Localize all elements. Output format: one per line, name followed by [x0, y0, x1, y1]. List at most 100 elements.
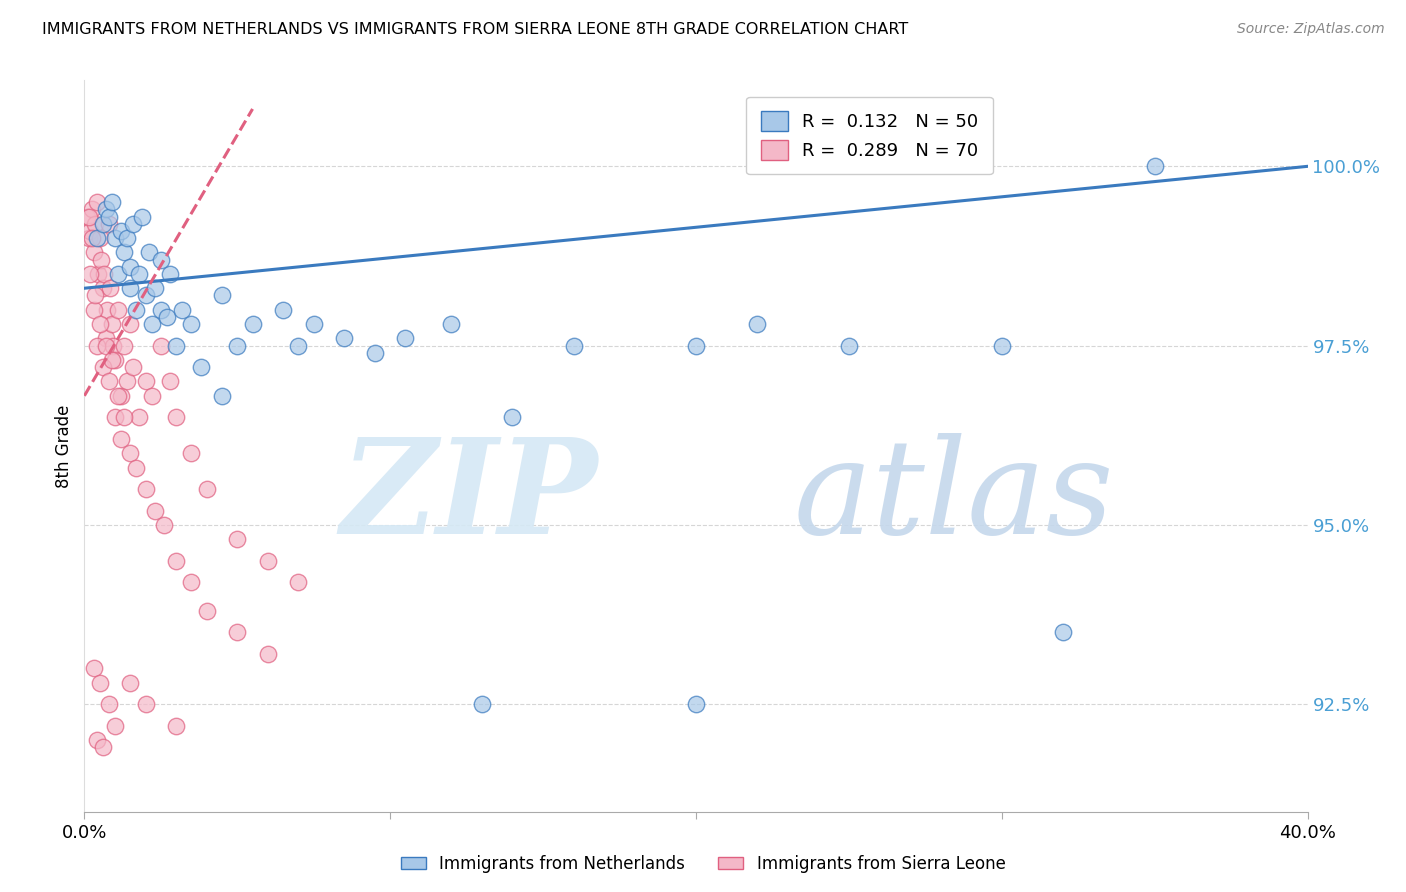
Point — [195, 482, 218, 496]
Point — [440, 317, 463, 331]
Point — [190, 360, 212, 375]
Point — [122, 360, 145, 375]
Point — [97, 697, 120, 711]
Point — [149, 338, 172, 352]
Point — [120, 317, 142, 331]
Point — [101, 317, 124, 331]
Point — [110, 224, 132, 238]
Point — [141, 389, 163, 403]
Point — [394, 331, 416, 345]
Point — [165, 719, 187, 733]
Point — [128, 410, 150, 425]
Point — [180, 317, 202, 331]
Point — [226, 338, 249, 352]
Point — [107, 302, 129, 317]
Point — [97, 210, 120, 224]
Point — [159, 375, 181, 389]
Point — [84, 217, 107, 231]
Point — [79, 267, 101, 281]
Point — [502, 410, 524, 425]
Point — [87, 267, 110, 281]
Point — [1143, 159, 1166, 173]
Point — [685, 697, 707, 711]
Point — [90, 252, 112, 267]
Point — [80, 202, 103, 217]
Point — [104, 410, 127, 425]
Point — [101, 353, 124, 368]
Point — [364, 345, 387, 359]
Point — [107, 389, 129, 403]
Point — [257, 554, 280, 568]
Point — [257, 647, 280, 661]
Point — [89, 231, 111, 245]
Point — [97, 375, 120, 389]
Point — [143, 503, 166, 517]
Point — [135, 288, 157, 302]
Point — [96, 302, 118, 317]
Point — [125, 460, 148, 475]
Point — [149, 302, 172, 317]
Point — [685, 338, 707, 352]
Text: IMMIGRANTS FROM NETHERLANDS VS IMMIGRANTS FROM SIERRA LEONE 8TH GRADE CORRELATIO: IMMIGRANTS FROM NETHERLANDS VS IMMIGRANT… — [42, 22, 908, 37]
Point — [115, 375, 138, 389]
Point — [226, 533, 249, 547]
Point — [115, 231, 138, 245]
Point — [211, 389, 233, 403]
Point — [91, 217, 114, 231]
Point — [131, 210, 153, 224]
Point — [112, 338, 135, 352]
Point — [156, 310, 179, 324]
Text: atlas: atlas — [794, 433, 1115, 562]
Point — [226, 625, 249, 640]
Point — [143, 281, 166, 295]
Legend: Immigrants from Netherlands, Immigrants from Sierra Leone: Immigrants from Netherlands, Immigrants … — [394, 848, 1012, 880]
Point — [91, 281, 114, 295]
Point — [135, 375, 157, 389]
Point — [86, 338, 108, 352]
Point — [83, 661, 105, 675]
Point — [107, 267, 129, 281]
Text: Source: ZipAtlas.com: Source: ZipAtlas.com — [1237, 22, 1385, 37]
Point — [86, 231, 108, 245]
Point — [287, 338, 309, 352]
Point — [135, 697, 157, 711]
Point — [125, 302, 148, 317]
Point — [471, 697, 494, 711]
Point — [122, 217, 145, 231]
Point — [86, 733, 108, 747]
Point — [120, 446, 142, 460]
Point — [172, 302, 194, 317]
Point — [93, 267, 115, 281]
Point — [77, 231, 100, 245]
Point — [138, 245, 160, 260]
Point — [98, 281, 121, 295]
Point — [135, 482, 157, 496]
Point — [562, 338, 585, 352]
Point — [120, 281, 142, 295]
Point — [195, 604, 218, 618]
Point — [89, 317, 111, 331]
Legend: R =  0.132   N = 50, R =  0.289   N = 70: R = 0.132 N = 50, R = 0.289 N = 70 — [747, 96, 993, 174]
Point — [77, 210, 100, 224]
Text: ZIP: ZIP — [340, 433, 598, 562]
Point — [83, 302, 105, 317]
Point — [97, 217, 120, 231]
Point — [79, 224, 101, 238]
Point — [110, 432, 132, 446]
Point — [302, 317, 325, 331]
Point — [91, 360, 114, 375]
Point — [86, 195, 108, 210]
Point — [165, 410, 187, 425]
Y-axis label: 8th Grade: 8th Grade — [55, 404, 73, 488]
Point — [838, 338, 860, 352]
Point — [94, 202, 117, 217]
Point — [84, 288, 107, 302]
Point — [94, 338, 117, 352]
Point — [149, 252, 172, 267]
Point — [94, 331, 117, 345]
Point — [120, 675, 142, 690]
Point — [242, 317, 264, 331]
Point — [211, 288, 233, 302]
Point — [112, 410, 135, 425]
Point — [112, 245, 135, 260]
